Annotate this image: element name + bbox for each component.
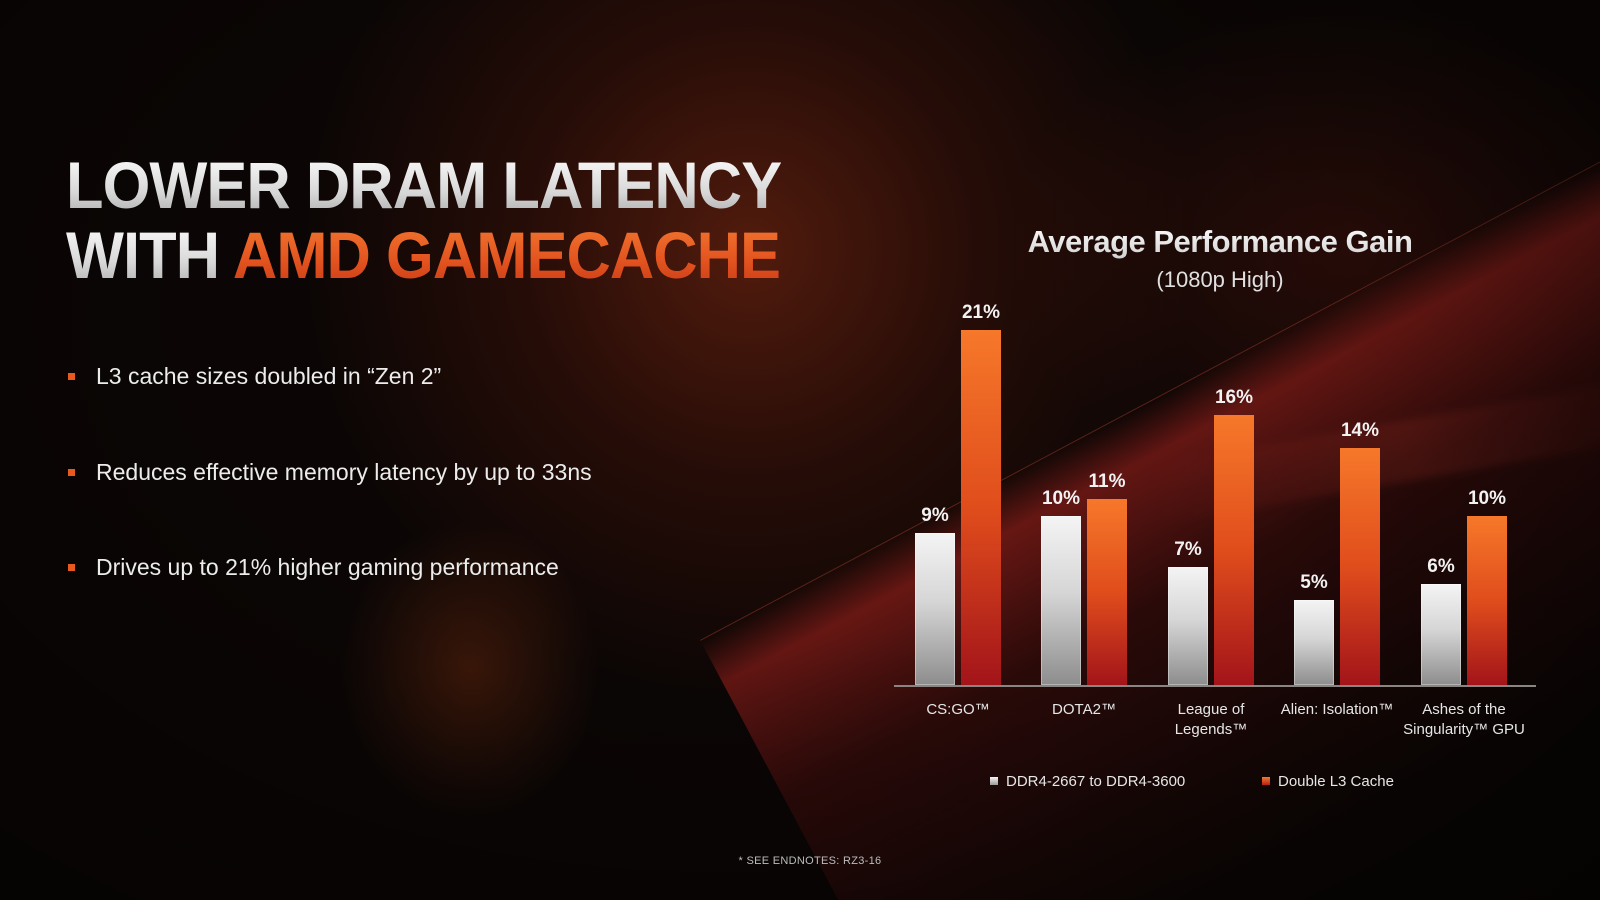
category-label: Alien: Isolation™ (1267, 700, 1407, 720)
bar-group: 7% 16% (1168, 300, 1258, 685)
bar-value-label: 11% (1088, 471, 1126, 492)
category-label-line: League of (1177, 701, 1245, 718)
legend-swatch-orange-icon (1262, 777, 1270, 785)
bar-value-label: 10% (1467, 488, 1507, 509)
headline-accent: AMD GAMECACHE (232, 218, 781, 292)
bar-double-l3 (1087, 499, 1127, 685)
bar-value-label: 21% (961, 302, 1001, 323)
bar-double-l3 (961, 330, 1001, 685)
bullet-text: L3 cache sizes doubled in “Zen 2” (96, 363, 442, 389)
category-label: DOTA2™ (1014, 700, 1154, 720)
bar-value-label: 14% (1340, 420, 1380, 441)
legend-swatch-white-icon (990, 777, 998, 785)
bar-ddr4 (1421, 584, 1461, 685)
headline-line-2: WITH AMD GAMECACHE (66, 220, 781, 290)
category-label-line: Ashes of the (1422, 701, 1506, 718)
category-label-line: Singularity™ GPU (1403, 721, 1525, 738)
bar-double-l3 (1214, 415, 1254, 685)
slide-headline: LOWER DRAM LATENCY WITH AMD GAMECACHE (66, 148, 782, 290)
bar-group: 9% 21% (915, 300, 1005, 685)
bar-group: 6% 10% (1421, 300, 1511, 685)
legend-label: DDR4-2667 to DDR4-3600 (1006, 773, 1186, 790)
headline-line-1: LOWER DRAM LATENCY (66, 148, 782, 222)
legend-item-double-l3: Double L3 Cache (1262, 773, 1394, 790)
bar-chart-plot-area: 9% 21% 10% 11% 7% 16% 5% 14% 6% 10% (894, 300, 1536, 685)
endnotes-footer: * SEE ENDNOTES: RZ3-16 (738, 855, 882, 867)
bar-value-label: 9% (921, 505, 949, 526)
bullet-text: Drives up to 21% higher gaming performan… (96, 554, 559, 580)
category-label-line: Legends™ (1174, 721, 1248, 738)
bullet-item: Drives up to 21% higher gaming performan… (66, 553, 592, 649)
category-label-line: DOTA2™ (1052, 701, 1116, 718)
bullet-square-icon (68, 373, 75, 380)
bar-ddr4 (1041, 516, 1081, 685)
bar-value-label: 6% (1427, 556, 1455, 577)
bar-value-label: 7% (1174, 539, 1202, 560)
bullet-item: L3 cache sizes doubled in “Zen 2” (66, 362, 592, 458)
bullet-square-icon (68, 468, 75, 476)
legend-item-ddr4: DDR4-2667 to DDR4-3600 (990, 773, 1185, 790)
bullet-item: Reduces effective memory latency by up t… (66, 458, 592, 554)
bullet-square-icon (68, 564, 75, 571)
category-label-line: Alien: Isolation™ (1280, 701, 1394, 718)
category-label: League of Legends™ (1141, 700, 1281, 740)
bar-ddr4 (1294, 600, 1334, 685)
headline-prefix: WITH (66, 218, 233, 292)
bullet-list: L3 cache sizes doubled in “Zen 2” Reduce… (66, 362, 592, 649)
category-label-line: CS:GO™ (926, 701, 990, 718)
chart-subtitle: (1080p High) (1156, 267, 1284, 292)
bar-ddr4 (1168, 567, 1208, 685)
chart-title: Average Performance Gain (940, 224, 1500, 260)
bullet-text: Reduces effective memory latency by up t… (96, 458, 592, 485)
category-label: Ashes of the Singularity™ GPU (1394, 700, 1534, 740)
bar-double-l3 (1340, 448, 1380, 685)
bar-value-label: 10% (1041, 488, 1081, 509)
category-label: CS:GO™ (888, 700, 1028, 720)
legend-label: Double L3 Cache (1278, 773, 1394, 790)
bar-value-label: 5% (1300, 572, 1328, 593)
bar-ddr4 (915, 533, 955, 685)
bar-double-l3 (1467, 516, 1507, 685)
chart-x-axis (894, 685, 1536, 687)
bar-group: 10% 11% (1041, 300, 1131, 685)
bar-value-label: 16% (1214, 387, 1254, 408)
bar-group: 5% 14% (1294, 300, 1384, 685)
